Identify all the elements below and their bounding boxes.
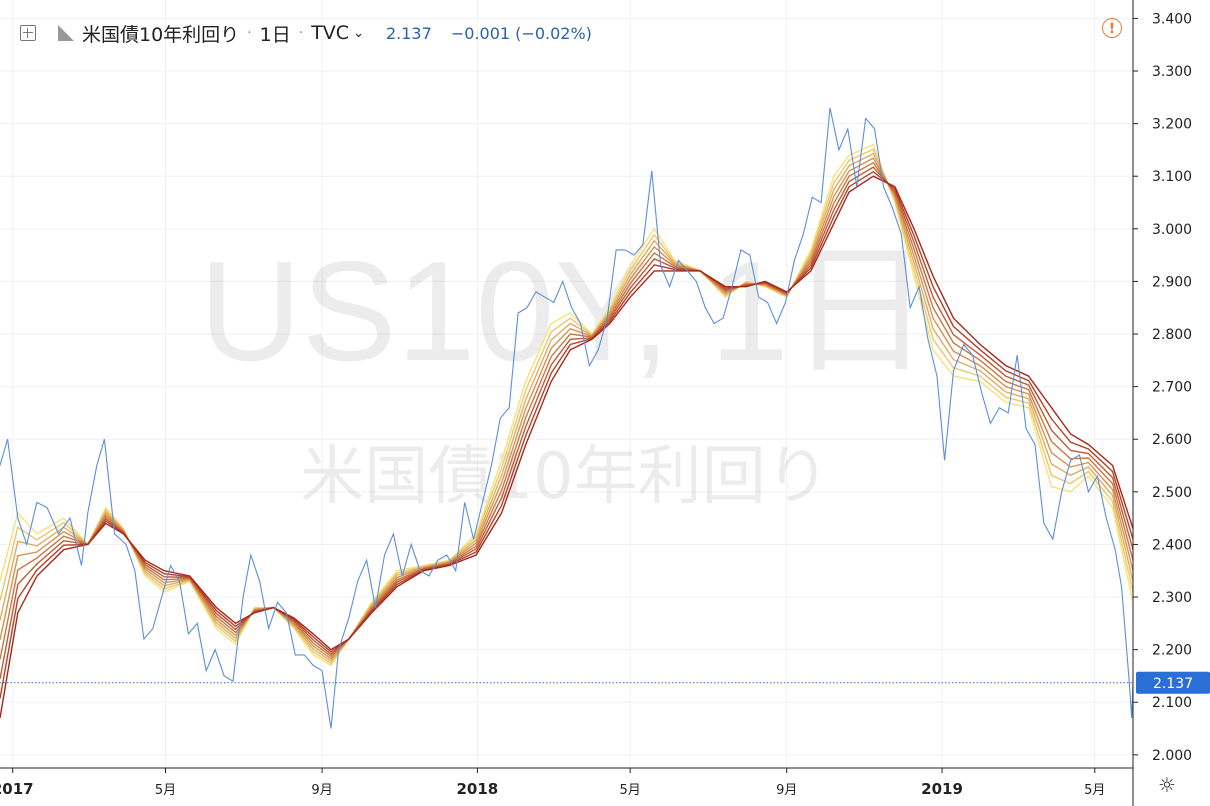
- last-price-tag-bg: [1136, 671, 1210, 694]
- ribbon-line: [0, 152, 1134, 662]
- x-tick-label: 2018: [457, 780, 499, 798]
- y-tick-label: 2.900: [1152, 274, 1192, 290]
- x-tick-label: 9月: [776, 783, 797, 798]
- y-tick-label: 2.000: [1152, 748, 1192, 764]
- chevron-down-icon[interactable]: ⌄: [353, 25, 364, 41]
- x-tick-label: 9月: [311, 783, 332, 798]
- watermark-title: 米国債10年利回り: [300, 440, 829, 514]
- last-price-tag-label: 2.137: [1153, 676, 1193, 692]
- watermark: US10Y, 1日 米国債10年利回り: [199, 232, 931, 514]
- alert-circle-icon[interactable]: !: [1102, 18, 1122, 38]
- x-tick-label: 5月: [620, 783, 641, 798]
- y-tick-label: 3.300: [1152, 64, 1192, 80]
- ribbon-line: [0, 157, 1134, 660]
- ribbon-line: [0, 161, 1134, 660]
- ribbon-line: [0, 143, 1134, 667]
- y-tick-label: 2.700: [1152, 380, 1192, 396]
- last-value: 2.137: [385, 23, 432, 43]
- flag-icon[interactable]: [58, 25, 74, 41]
- ribbon-line: [0, 166, 1134, 680]
- ribbon-line: [0, 175, 1134, 719]
- ribbon-group: [0, 143, 1134, 719]
- plus-square-icon[interactable]: [20, 25, 36, 41]
- change-value: −0.001 (−0.02%): [450, 23, 592, 43]
- y-tick-label: 2.300: [1152, 590, 1192, 606]
- price-axis[interactable]: 2.000 2.100 2.200 2.300 2.400 2.500 2.600 2.700…: [1133, 11, 1192, 764]
- price-line: [0, 107, 1134, 729]
- y-tick-label: 2.600: [1152, 432, 1192, 448]
- y-tick-label: 2.400: [1152, 537, 1192, 553]
- y-tick-label: 3.100: [1152, 169, 1192, 185]
- exchange-label[interactable]: TVC: [311, 22, 350, 44]
- quote-values: 2.137 −0.001 (−0.02%): [386, 24, 606, 43]
- header-separator: ·: [298, 25, 304, 41]
- time-axis[interactable]: 2017 5月 9月 2018 5月 9月 2019 5月: [0, 768, 1105, 798]
- watermark-symbol: US10Y, 1日: [199, 232, 931, 391]
- x-tick-label: 2017: [0, 780, 34, 798]
- x-tick-label: 5月: [155, 783, 176, 798]
- y-tick-label: 3.200: [1152, 117, 1192, 133]
- y-tick-label: 3.400: [1152, 11, 1192, 27]
- grid: [0, 0, 1133, 768]
- header-separator: ·: [247, 25, 252, 41]
- interval-label[interactable]: 1日: [259, 23, 291, 46]
- y-tick-label: 2.200: [1152, 643, 1192, 659]
- y-tick-label: 2.100: [1152, 695, 1192, 711]
- y-tick-label: 2.500: [1152, 485, 1192, 501]
- symbol-title[interactable]: 米国債10年利回り: [82, 23, 240, 46]
- chart-header: 米国債10年利回り · 1日 · TVC ⌄ 2.137 −0.001 (−0.…: [20, 18, 606, 48]
- last-price-tag: 2.137: [1136, 671, 1210, 694]
- y-tick-label: 2.800: [1152, 327, 1192, 343]
- x-tick-label: 2019: [921, 780, 963, 798]
- ribbon-line: [0, 148, 1134, 665]
- ribbon-line: [0, 170, 1134, 699]
- x-tick-label: 5月: [1084, 783, 1105, 798]
- y-tick-label: 3.000: [1152, 222, 1192, 238]
- gear-icon[interactable]: ☼: [1158, 773, 1176, 797]
